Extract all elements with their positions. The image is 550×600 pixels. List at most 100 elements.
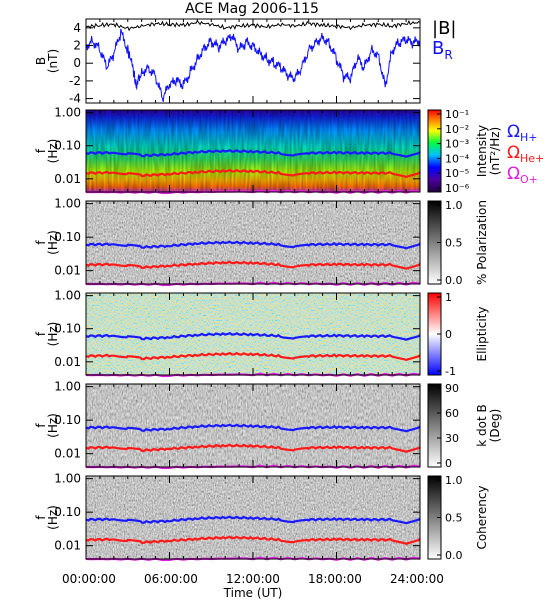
colorbar-tick-label: 90	[445, 382, 459, 395]
y-tick-label: 0.01	[54, 539, 81, 553]
legend-cyclotron: ΩH+ ΩHe+ ΩO+	[507, 122, 544, 186]
colorbar-tick-label: 0	[445, 328, 452, 341]
y-tick-label: 0.01	[54, 264, 81, 278]
legend-b-total: |B|	[432, 18, 456, 39]
y-tick-label: 4	[73, 21, 81, 35]
y-tick-label: 1.00	[54, 380, 81, 394]
colorbar-tick-label: 10⁻⁶	[445, 182, 470, 195]
colorbar-tick-label: 0.0	[445, 549, 463, 562]
y-tick-label: 0.10	[54, 505, 81, 519]
x-tick-label: 06:00:00	[144, 572, 198, 586]
legend-omega-he-symbol: Ω	[507, 143, 520, 163]
legend-omega-he: ΩHe+	[507, 143, 544, 165]
legend-omega-h-ion: H+	[520, 131, 538, 144]
cyclotron-line-h	[85, 423, 421, 433]
panel-coherency: 1.00 0.10 0.01 1.0 0.5 0.0 Coherency f(Hz)	[34, 472, 489, 562]
cyclotron-line-h	[85, 148, 421, 158]
colorbar-polarization: 1.0 0.5 0.0 % Polarization	[427, 199, 489, 287]
cyclotron-line-he	[85, 351, 421, 362]
colorbar-label-units: (Deg)	[488, 409, 502, 443]
series-line-b-r	[85, 28, 421, 103]
legend-b-r: BR	[432, 38, 453, 62]
cyclotron-line-he	[85, 260, 421, 270]
colorbar-tick-label: 0.5	[445, 512, 463, 525]
colorbar-tick-label: 10⁻¹	[445, 108, 469, 121]
legend-omega-o: ΩO+	[507, 164, 538, 186]
panel-polarization: 1.00 0.10 0.01 1.0 0.5 0.0 % Polarization f(Hz)	[34, 197, 489, 287]
colorbar-label: Coherency	[475, 485, 489, 549]
y-axis-label: f	[34, 148, 48, 153]
panel-k-dot-b: 1.00 0.10 0.01 90 60 30 0 k dot B (Deg) f(Hz)	[34, 380, 502, 470]
colorbar-tick-label: 60	[445, 407, 459, 420]
y-tick-label: 0.01	[54, 447, 81, 461]
legend-omega-o-ion: O+	[520, 173, 538, 186]
cyclotron-line-he	[85, 535, 421, 545]
y-axis-label: f	[34, 423, 48, 428]
colorbar-fill	[427, 109, 442, 193]
y-axis-label-units: (Hz)	[46, 505, 60, 530]
legend-b-r-sub: R	[444, 48, 452, 62]
x-tick-label: 00:00:00	[62, 572, 116, 586]
y-tick-label: 0.10	[54, 413, 81, 427]
colorbar-tick-label: 1.0	[445, 474, 463, 487]
y-tick-label: 0.10	[54, 230, 81, 244]
y-tick-label: 1.00	[54, 472, 81, 486]
legend-omega-h-symbol: Ω	[507, 122, 520, 142]
x-tick-label: 18:00:00	[308, 572, 362, 586]
colorbar-coherency: 1.0 0.5 0.0 Coherency	[427, 474, 489, 562]
y-axis-label-units: (Hz)	[46, 322, 60, 347]
cyclotron-line-h	[85, 240, 421, 250]
y-tick-label: -2	[69, 74, 81, 88]
colorbar-fill	[427, 383, 442, 468]
y-axis-label: B	[34, 57, 48, 65]
plot-area	[86, 19, 420, 103]
cyclotron-line-he	[85, 443, 421, 453]
legend-b: |B| BR	[432, 18, 456, 62]
colorbar-tick-label: 10⁻⁵	[445, 167, 469, 180]
spectrogram-texture	[86, 201, 420, 284]
colorbar-k-dot-b: 90 60 30 0 k dot B (Deg)	[427, 382, 502, 470]
y-tick-label: 2	[73, 39, 81, 53]
colorbar-tick-label: 1.0	[445, 199, 463, 212]
y-tick-label: 1.00	[54, 197, 81, 211]
x-tick-labels: 00:00:00 06:00:00 12:00:00 18:00:00 24:0…	[62, 572, 444, 586]
y-tick-label: 1.00	[54, 106, 81, 120]
y-axis-label-units: (Hz)	[46, 413, 60, 438]
legend-b-r-main: B	[432, 38, 444, 59]
colorbar-tick-label: 30	[445, 432, 459, 445]
y-tick-label: 0.01	[54, 172, 81, 186]
cyclotron-line-h	[85, 331, 421, 341]
panel-ellipticity: 1.00 0.10 0.01 1 0 -1 Ellipticity f(Hz)	[34, 289, 489, 378]
x-tick-label: 24:00:00	[390, 572, 444, 586]
spectrogram-texture	[86, 476, 420, 559]
figure-title: ACE Mag 2006-115	[185, 1, 319, 17]
colorbar-tick-label: 0.5	[445, 237, 463, 250]
colorbar-intensity: 10⁻¹ 10⁻² 10⁻³10⁻⁴ 10⁻⁵ 10⁻⁶ Intensity (nT²/Hz…	[427, 108, 502, 195]
colorbar-tick-label: -1	[445, 365, 456, 378]
colorbar-tick-label: 10⁻⁴	[445, 152, 470, 165]
y-axis-label: f	[34, 515, 48, 520]
y-tick-label: 0.10	[54, 322, 81, 336]
colorbar-tick-label: 1	[445, 291, 452, 304]
colorbar-label: k dot B	[475, 404, 489, 446]
y-tick-label: -4	[69, 92, 81, 106]
y-axis-label-units: (nT)	[46, 49, 60, 73]
colorbar-tick-label: 10⁻³	[445, 138, 469, 151]
x-axis-label: Time (UT)	[223, 586, 283, 600]
cyclotron-line-h	[85, 515, 421, 525]
colorbar-tick-label: 10⁻²	[445, 123, 469, 136]
y-tick-label: 0.01	[54, 355, 81, 369]
cyclotron-line-he	[85, 168, 421, 179]
colorbar-label-units: (nT²/Hz)	[488, 127, 502, 175]
colorbar-label: % Polarization	[475, 200, 489, 285]
colorbar-tick-label: 0.0	[445, 274, 463, 287]
x-tick-label: 12:00:00	[226, 572, 280, 586]
colorbar-label: Ellipticity	[475, 307, 489, 362]
panels: 420-2-4B(nT)1.000.100.0110⁻¹10⁻²10⁻³10⁻⁴…	[34, 18, 502, 562]
colorbar-tick-label: 0	[445, 457, 452, 470]
panel-intensity: 1.00 0.10 0.01 10⁻¹ 10⁻² 10⁻³10⁻⁴ 10⁻⁵ 10⁻⁶ Inte…	[34, 106, 502, 195]
y-axis-label: f	[34, 331, 48, 336]
y-axis-label-units: (Hz)	[46, 230, 60, 255]
y-tick-label: 0	[73, 56, 81, 70]
y-tick-label: 0.10	[54, 139, 81, 153]
